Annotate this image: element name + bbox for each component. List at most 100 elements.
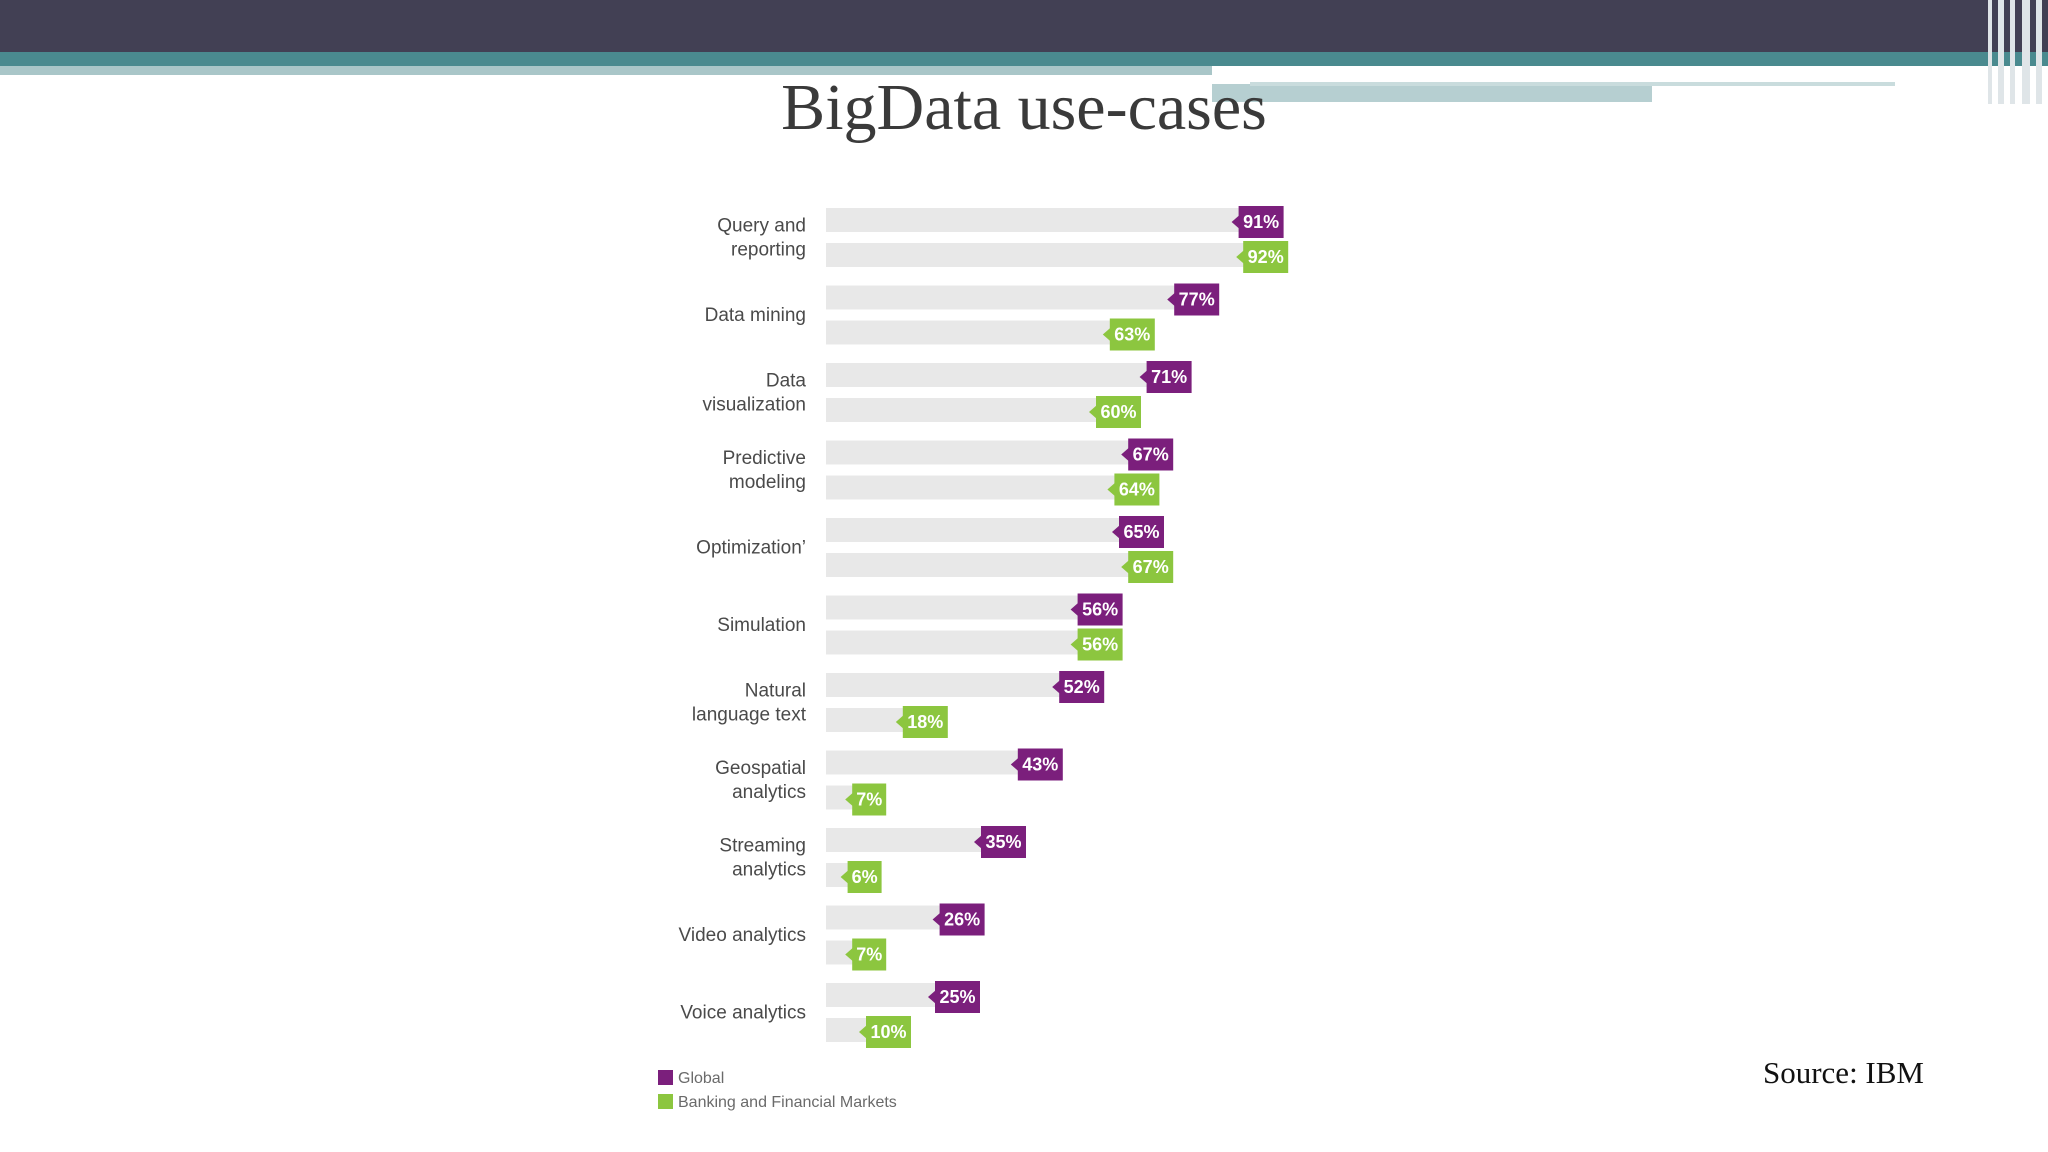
legend-swatch bbox=[658, 1070, 673, 1085]
category-label: Predictive modeling bbox=[723, 448, 806, 493]
category-label: Video analytics bbox=[679, 925, 806, 946]
bar-banking bbox=[1114, 473, 1160, 506]
category-label: Voice analytics bbox=[680, 1003, 806, 1024]
value-label: 7% bbox=[856, 945, 882, 965]
bar-global bbox=[1059, 671, 1105, 703]
bar-global bbox=[1077, 593, 1123, 626]
value-label: 10% bbox=[870, 1022, 906, 1042]
bar-track bbox=[826, 553, 1135, 577]
bar-pointer bbox=[1236, 250, 1245, 264]
bar-pointer bbox=[1070, 637, 1079, 652]
value-label: 56% bbox=[1082, 600, 1118, 620]
value-label: 65% bbox=[1123, 522, 1159, 542]
bar-global bbox=[935, 981, 980, 1013]
bar-pointer bbox=[840, 870, 849, 884]
bar-group: Voice analytics 25% 10% bbox=[680, 981, 980, 1048]
value-label: 35% bbox=[985, 832, 1021, 852]
bar-global bbox=[981, 826, 1026, 858]
bar-pointer bbox=[1121, 560, 1130, 574]
bar-pointer bbox=[1112, 525, 1120, 539]
value-label: 25% bbox=[939, 987, 975, 1007]
value-label: 18% bbox=[907, 712, 943, 732]
category-label: Query and reporting bbox=[717, 216, 806, 261]
bar-banking bbox=[1128, 551, 1174, 583]
bar-group: Query and reporting 91% 92% bbox=[717, 206, 1289, 273]
bar-group: Data visualization 71% 60% bbox=[703, 361, 1192, 428]
bar-pointer bbox=[845, 792, 854, 807]
slide-title: BigData use-cases bbox=[781, 71, 1267, 144]
category-label: Streaming analytics bbox=[719, 836, 806, 881]
bar-banking bbox=[1096, 396, 1141, 428]
value-label: 67% bbox=[1133, 557, 1169, 577]
bar-banking bbox=[847, 861, 882, 893]
bar-pointer bbox=[895, 715, 904, 729]
bar-pointer bbox=[859, 1025, 867, 1039]
bar-banking bbox=[852, 783, 887, 816]
bar-pointer bbox=[1052, 680, 1061, 694]
bar-global bbox=[1128, 438, 1174, 471]
value-label: 60% bbox=[1100, 402, 1136, 422]
bar-pointer bbox=[928, 990, 936, 1004]
bar-pointer bbox=[1107, 482, 1116, 497]
value-label: 92% bbox=[1248, 247, 1284, 267]
value-label: 26% bbox=[944, 910, 980, 930]
category-label: Data visualization bbox=[703, 371, 807, 416]
category-label: Simulation bbox=[717, 615, 806, 636]
bar-track bbox=[826, 630, 1084, 655]
value-label: 71% bbox=[1151, 367, 1187, 387]
bar-global bbox=[1119, 516, 1164, 548]
bar-banking bbox=[1077, 628, 1123, 661]
bar-pointer bbox=[1070, 602, 1079, 617]
bar-group: Video analytics 26% 7% bbox=[679, 903, 985, 971]
bar-pointer bbox=[1089, 405, 1097, 419]
value-label: 43% bbox=[1022, 755, 1058, 775]
value-label: 77% bbox=[1179, 290, 1215, 310]
bar-global bbox=[1017, 748, 1063, 781]
bar-pointer bbox=[1102, 327, 1111, 342]
category-label: Geospatial analytics bbox=[715, 758, 806, 803]
bar-track bbox=[826, 475, 1121, 500]
legend-swatch bbox=[658, 1094, 673, 1109]
bar-track bbox=[826, 440, 1135, 465]
bar-group: Optimization’ 65% 67% bbox=[696, 516, 1174, 583]
source-caption: Source: IBM bbox=[1762, 1055, 1924, 1090]
bar-track bbox=[826, 983, 941, 1007]
header-light-band bbox=[0, 66, 1212, 75]
bar-track bbox=[826, 905, 946, 930]
bar-group: Data mining 77% 63% bbox=[705, 283, 1220, 351]
bar-pointer bbox=[1010, 757, 1019, 772]
header-teal-band bbox=[0, 52, 2048, 66]
bar-track bbox=[826, 398, 1102, 422]
bar-track bbox=[826, 208, 1245, 232]
bar-track bbox=[826, 828, 987, 852]
bar-track bbox=[826, 518, 1125, 542]
bar-chart: Query and reporting 91% 92% Data mining 77% 63… bbox=[658, 206, 1289, 1111]
bar-track bbox=[826, 243, 1250, 267]
value-label: 7% bbox=[856, 790, 882, 810]
value-label: 91% bbox=[1243, 212, 1279, 232]
bar-track bbox=[826, 285, 1181, 310]
category-label: Data mining bbox=[705, 305, 806, 326]
bar-banking bbox=[852, 938, 887, 971]
bar-track bbox=[826, 708, 909, 732]
value-label: 56% bbox=[1082, 635, 1118, 655]
bar-pointer bbox=[932, 912, 941, 927]
bar-group: Predictive modeling 67% 64% bbox=[723, 438, 1174, 506]
bar-track bbox=[826, 595, 1084, 620]
bar-pointer bbox=[1121, 447, 1130, 462]
bar-banking bbox=[1109, 318, 1155, 351]
bar-banking bbox=[1243, 241, 1289, 273]
bar-pointer bbox=[1167, 292, 1176, 307]
bar-banking bbox=[866, 1016, 911, 1048]
bar-banking bbox=[902, 706, 948, 738]
bar-group: Geospatial analytics 43% 7% bbox=[715, 748, 1063, 816]
value-label: 6% bbox=[852, 867, 878, 887]
header-light-band-right bbox=[1212, 84, 1652, 102]
value-label: 63% bbox=[1114, 325, 1150, 345]
bar-pointer bbox=[845, 947, 854, 962]
bar-global bbox=[1238, 206, 1284, 238]
bar-global bbox=[939, 903, 985, 936]
legend-label: Global bbox=[678, 1070, 724, 1087]
header-right-stripes bbox=[1982, 0, 2048, 104]
bar-track bbox=[826, 750, 1024, 775]
